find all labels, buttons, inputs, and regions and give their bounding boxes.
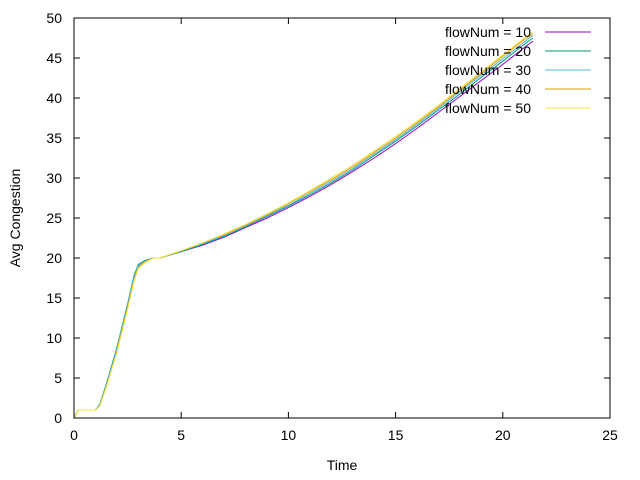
tick-layer: 0 5 10 15 20 25 0 5 10 15 20 25 30 35 40 45 50	[46, 10, 618, 443]
y-tick-label: 15	[46, 290, 62, 306]
x-tick-label: 20	[495, 427, 511, 443]
x-axis-title: Time	[327, 457, 358, 473]
y-tick-label: 5	[54, 370, 62, 386]
y-tick-label: 50	[46, 10, 62, 26]
legend-label: flowNum = 30	[445, 62, 531, 78]
x-tick-label: 0	[70, 427, 78, 443]
y-tick-label: 25	[46, 210, 62, 226]
y-tick-label: 40	[46, 90, 62, 106]
x-tick-label: 5	[177, 427, 185, 443]
legend-label: flowNum = 10	[445, 24, 531, 40]
legend-label: flowNum = 20	[445, 43, 531, 59]
y-tick-label: 35	[46, 130, 62, 146]
legend: flowNum = 10 flowNum = 20 flowNum = 30 flow…	[445, 24, 591, 116]
series-layer	[73, 31, 534, 419]
y-tick-label: 20	[46, 250, 62, 266]
y-axis-title: Avg Congestion	[7, 169, 23, 268]
series-line-flownum-30	[73, 35, 534, 419]
legend-label: flowNum = 50	[445, 100, 531, 116]
y-tick-label: 10	[46, 330, 62, 346]
plot-border	[73, 17, 611, 419]
y-tick-label: 0	[54, 410, 62, 426]
y-tick-label: 45	[46, 50, 62, 66]
legend-label: flowNum = 40	[445, 81, 531, 97]
x-tick-label: 25	[602, 427, 618, 443]
series-line-flownum-50	[73, 31, 534, 419]
y-tick-label: 30	[46, 170, 62, 186]
x-tick-label: 15	[388, 427, 404, 443]
x-tick-label: 10	[281, 427, 297, 443]
